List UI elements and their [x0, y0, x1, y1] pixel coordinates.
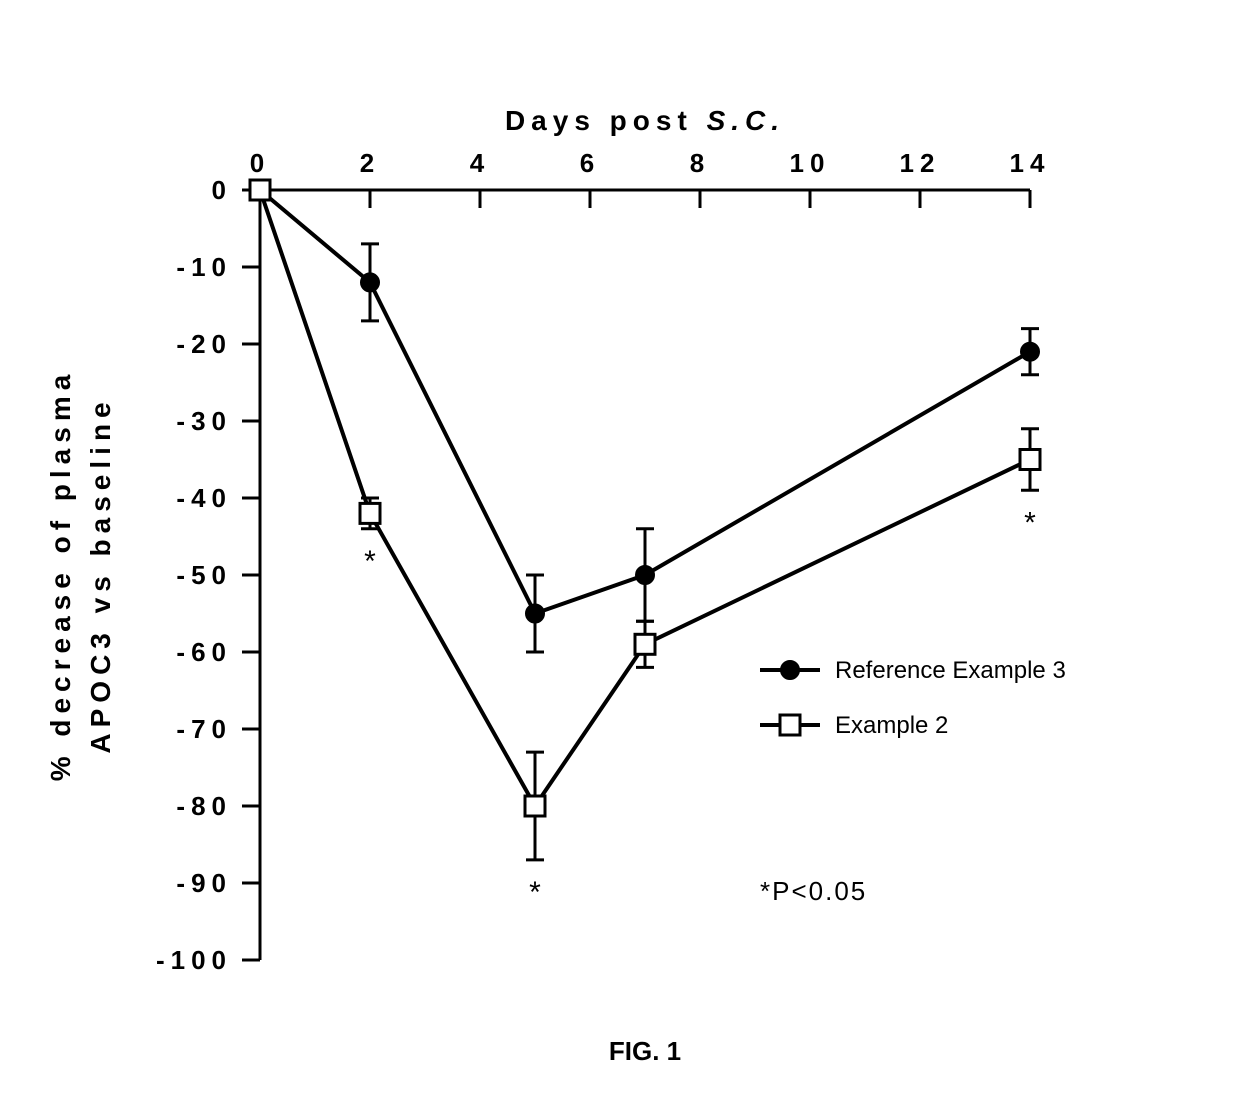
y-tick-label: -50 — [176, 560, 232, 590]
x-tick-label: 0 — [250, 148, 270, 178]
marker-square — [635, 634, 655, 654]
x-tick-label: 10 — [790, 148, 831, 178]
marker-square — [525, 796, 545, 816]
significance-star: * — [529, 876, 541, 909]
x-tick-label: 8 — [690, 148, 710, 178]
y-tick-label: -70 — [176, 714, 232, 744]
y-tick-label: -60 — [176, 637, 232, 667]
x-tick-label: 6 — [580, 148, 600, 178]
chart-container: 0 2 4 6 8 10 12 14 Days post S.C. 0 -10 -20 -30 -40 -5… — [0, 0, 1240, 1119]
x-tick-label: 12 — [900, 148, 941, 178]
y-tick-label: -40 — [176, 483, 232, 513]
y-tick-label: 0 — [212, 175, 232, 205]
y-tick-label: -80 — [176, 791, 232, 821]
pvalue-note: *P<0.05 — [760, 876, 867, 906]
y-tick-label: -30 — [176, 406, 232, 436]
y-axis-title-line2: APOC3 vs baseline — [85, 396, 116, 753]
marker-square — [250, 180, 270, 200]
marker-circle — [361, 273, 379, 291]
marker-circle — [526, 605, 544, 623]
marker-circle — [1021, 343, 1039, 361]
significance-star: * — [364, 545, 376, 578]
x-tick-label: 2 — [360, 148, 380, 178]
x-axis-title: Days post S.C. — [505, 105, 785, 136]
y-tick-label: -100 — [156, 945, 232, 975]
y-tick-label: -90 — [176, 868, 232, 898]
y-tick-label: -10 — [176, 252, 232, 282]
significance-star: * — [1024, 506, 1036, 539]
legend-label: Reference Example 3 — [835, 657, 1066, 684]
marker-square — [360, 503, 380, 523]
x-tick-label: 14 — [1010, 148, 1051, 178]
chart-svg: 0 2 4 6 8 10 12 14 Days post S.C. 0 -10 -20 -30 -40 -5… — [0, 0, 1240, 1119]
y-axis-title-line1: % decrease of plasma — [45, 369, 76, 782]
legend-label: Example 2 — [835, 712, 948, 739]
marker-square — [1020, 450, 1040, 470]
y-tick-label: -20 — [176, 329, 232, 359]
figure-label: FIG. 1 — [609, 1036, 681, 1066]
x-tick-label: 4 — [470, 148, 490, 178]
marker-circle — [781, 661, 799, 679]
marker-square — [780, 715, 800, 735]
marker-circle — [636, 566, 654, 584]
